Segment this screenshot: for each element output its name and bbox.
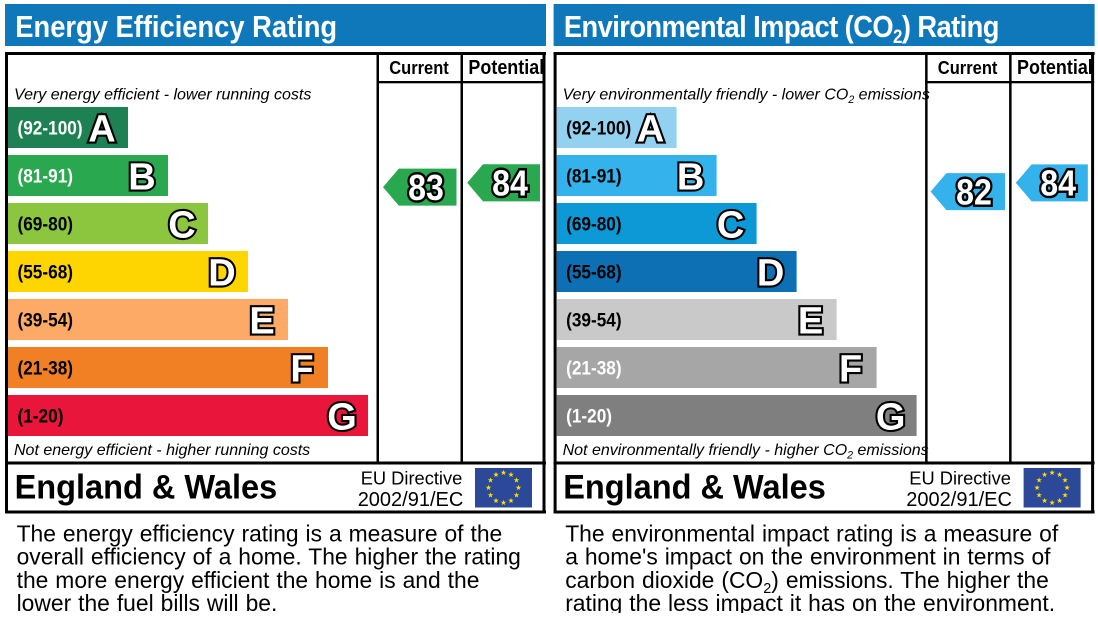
svg-text:EU Directive: EU Directive bbox=[361, 467, 463, 488]
svg-text:B: B bbox=[128, 156, 155, 198]
svg-text:(1-20): (1-20) bbox=[566, 404, 612, 426]
svg-text:a home's impact on the environ: a home's impact on the environment in te… bbox=[565, 544, 1051, 570]
svg-text:England & Wales: England & Wales bbox=[563, 469, 826, 507]
svg-text:Not energy efficient - higher: Not energy efficient - higher running co… bbox=[14, 442, 310, 459]
svg-text:84: 84 bbox=[1040, 164, 1076, 204]
svg-text:G: G bbox=[876, 396, 906, 438]
svg-text:84: 84 bbox=[492, 164, 528, 204]
svg-text:83: 83 bbox=[408, 168, 444, 208]
svg-text:2002/91/EC: 2002/91/EC bbox=[906, 489, 1012, 511]
svg-text:A: A bbox=[637, 108, 664, 150]
svg-text:overall efficiency of a home.: overall efficiency of a home. The higher… bbox=[17, 544, 521, 570]
svg-text:F: F bbox=[839, 348, 862, 390]
svg-text:A: A bbox=[88, 108, 115, 150]
svg-text:(39-54): (39-54) bbox=[18, 308, 74, 330]
svg-text:C: C bbox=[717, 204, 744, 246]
svg-text:Potential: Potential bbox=[468, 57, 544, 79]
svg-text:(69-80): (69-80) bbox=[18, 212, 74, 234]
svg-text:rating the less impact it has: rating the less impact it has on the env… bbox=[565, 590, 1055, 613]
svg-text:Current: Current bbox=[938, 57, 998, 78]
svg-text:(39-54): (39-54) bbox=[566, 308, 622, 330]
svg-text:Environmental Impact (CO2) Rat: Environmental Impact (CO2) Rating bbox=[564, 11, 999, 48]
svg-text:(92-100): (92-100) bbox=[18, 116, 83, 138]
svg-text:Very environmentally friendly: Very environmentally friendly - lower CO… bbox=[563, 86, 930, 106]
svg-text:82: 82 bbox=[956, 173, 992, 213]
svg-text:(55-68): (55-68) bbox=[18, 260, 74, 282]
svg-text:(21-38): (21-38) bbox=[566, 356, 622, 378]
svg-text:The energy efficiency rating i: The energy efficiency rating is a measur… bbox=[17, 521, 503, 547]
svg-text:E: E bbox=[249, 300, 274, 342]
svg-text:(92-100): (92-100) bbox=[566, 116, 631, 138]
svg-text:E: E bbox=[798, 300, 823, 342]
svg-text:EU Directive: EU Directive bbox=[909, 467, 1011, 488]
svg-text:2002/91/EC: 2002/91/EC bbox=[358, 489, 464, 511]
svg-text:Energy Efficiency Rating: Energy Efficiency Rating bbox=[15, 11, 337, 45]
svg-text:(69-80): (69-80) bbox=[566, 212, 622, 234]
svg-text:D: D bbox=[757, 252, 784, 294]
svg-text:carbon dioxide (CO2) emissions: carbon dioxide (CO2) emissions. The high… bbox=[565, 567, 1049, 597]
svg-text:G: G bbox=[327, 396, 357, 438]
svg-text:the more energy efficient the: the more energy efficient the home is an… bbox=[17, 567, 480, 593]
svg-text:D: D bbox=[208, 252, 235, 294]
svg-text:lower the fuel bills will be.: lower the fuel bills will be. bbox=[17, 590, 278, 613]
svg-text:Potential: Potential bbox=[1017, 57, 1093, 79]
svg-text:F: F bbox=[290, 348, 313, 390]
svg-text:B: B bbox=[677, 156, 704, 198]
svg-text:(81-91): (81-91) bbox=[566, 164, 622, 186]
svg-text:(81-91): (81-91) bbox=[18, 164, 74, 186]
svg-text:(21-38): (21-38) bbox=[18, 356, 74, 378]
svg-text:C: C bbox=[168, 204, 195, 246]
svg-text:(1-20): (1-20) bbox=[18, 404, 64, 426]
svg-text:(55-68): (55-68) bbox=[566, 260, 622, 282]
svg-text:Very energy efficient - lower: Very energy efficient - lower running co… bbox=[14, 86, 311, 103]
svg-text:Current: Current bbox=[389, 57, 449, 78]
svg-text:Not environmentally friendly -: Not environmentally friendly - higher CO… bbox=[563, 442, 929, 462]
svg-text:England & Wales: England & Wales bbox=[15, 469, 278, 507]
svg-text:The environmental impact ratin: The environmental impact rating is a mea… bbox=[565, 521, 1059, 547]
